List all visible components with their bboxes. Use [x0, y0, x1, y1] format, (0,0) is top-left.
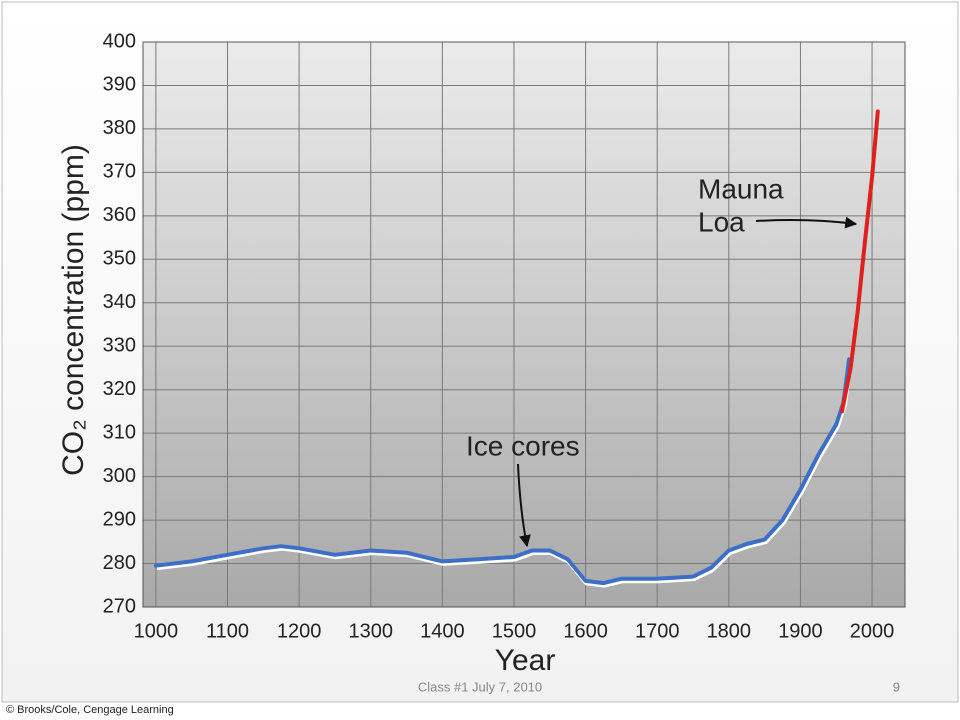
- y-tick-label: 370: [103, 161, 136, 183]
- series-line: [153, 357, 852, 586]
- x-tick-label: 1400: [420, 620, 465, 642]
- y-tick-label: 310: [103, 421, 136, 443]
- y-tick-label: 400: [103, 30, 136, 52]
- credit: © Brooks/Cole, Cengage Learning: [6, 704, 174, 716]
- y-tick-label: 290: [103, 508, 136, 530]
- annotation: Loa: [698, 206, 745, 237]
- x-tick-label: 1100: [206, 620, 249, 642]
- y-tick-label: 390: [103, 74, 136, 96]
- x-tick-label: 1500: [492, 620, 537, 642]
- plot-area: [143, 42, 905, 607]
- x-tick-label: 2000: [850, 620, 895, 642]
- y-tick-label: 280: [103, 552, 136, 574]
- page-number: 9: [893, 679, 900, 694]
- y-tick-label: 340: [103, 291, 136, 313]
- x-tick-label: 1800: [707, 620, 752, 642]
- x-axis-label: Year: [495, 644, 556, 677]
- plot-border: [142, 41, 906, 608]
- y-tick-label: 270: [103, 595, 136, 617]
- x-tick-label: 1300: [348, 620, 393, 642]
- y-tick-label: 360: [103, 204, 136, 226]
- x-tick-label: 1700: [635, 620, 680, 642]
- y-tick-label: 350: [103, 248, 136, 270]
- x-tick-label: 1900: [778, 620, 823, 642]
- annotation: Ice cores: [466, 430, 580, 461]
- annotation-arrow: [517, 463, 531, 548]
- y-axis-label: CO₂ concentration (ppm): [57, 144, 90, 476]
- slide-note: Class #1 July 7, 2010: [418, 679, 542, 694]
- annotation-arrow: [755, 216, 858, 229]
- y-tick-label: 300: [103, 465, 136, 487]
- annotation: Mauna: [698, 173, 784, 204]
- y-tick-label: 380: [103, 117, 136, 139]
- x-tick-label: 1600: [563, 620, 608, 642]
- x-tick-label: 1000: [134, 620, 179, 642]
- series-line: [840, 109, 880, 414]
- y-tick-label: 320: [103, 378, 136, 400]
- x-tick-label: 1200: [277, 620, 322, 642]
- y-tick-label: 330: [103, 335, 136, 357]
